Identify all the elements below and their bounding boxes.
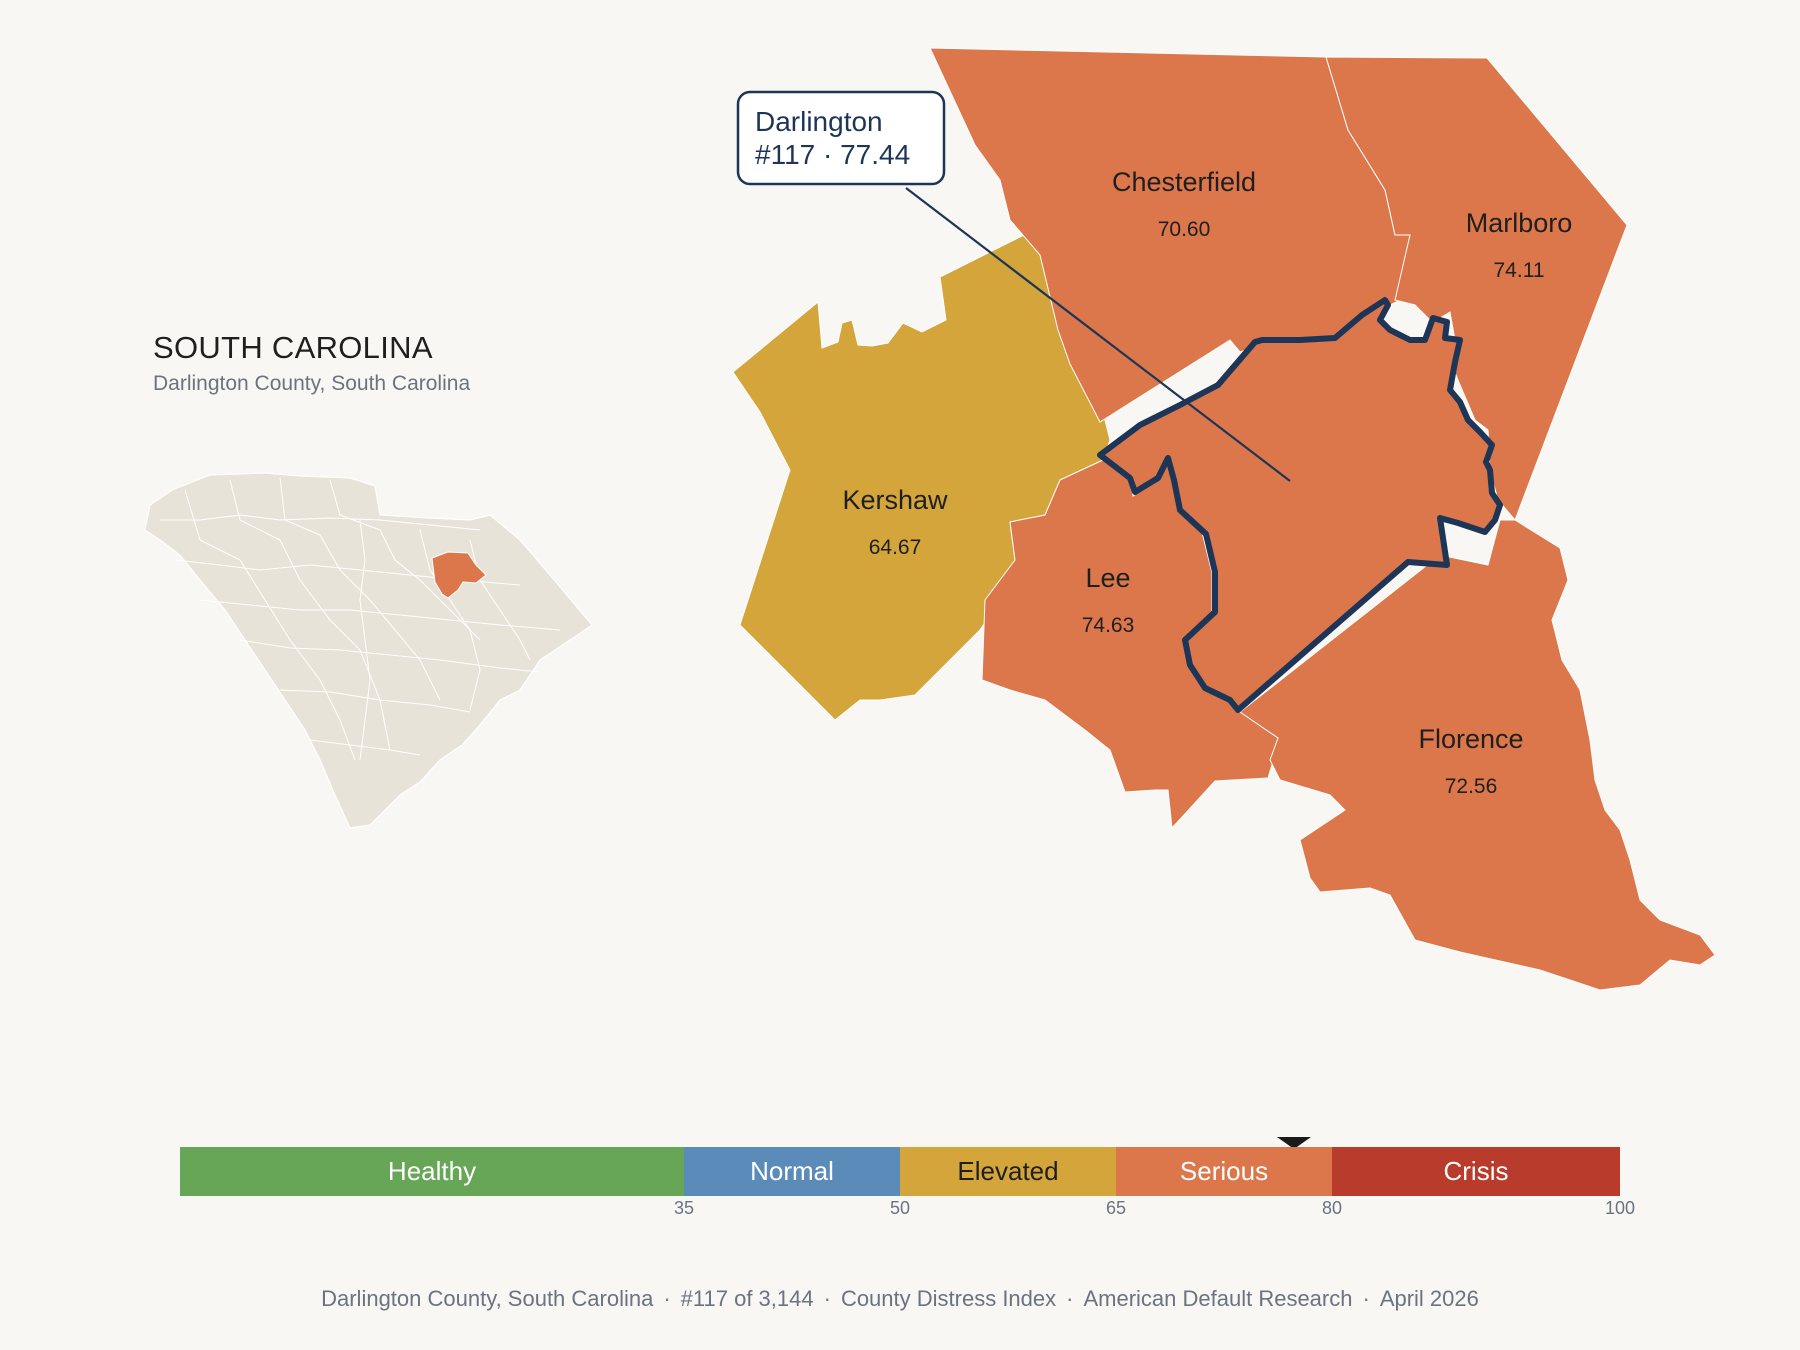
county-name-marlboro: Marlboro <box>1466 208 1573 238</box>
callout-leader-line <box>905 187 1291 482</box>
scale-segment-normal: Normal <box>684 1147 900 1196</box>
county-name-florence: Florence <box>1418 724 1523 754</box>
footer-date: April 2026 <box>1379 1286 1479 1311</box>
scale-segment-healthy: Healthy <box>180 1147 684 1196</box>
scale-tick-35: 35 <box>673 1198 695 1218</box>
county-score-chesterfield: 70.60 <box>1158 218 1211 241</box>
footer-source: American Default Research <box>1083 1286 1353 1311</box>
inset-darlington-highlight <box>431 551 487 599</box>
county-score-kershaw: 64.67 <box>869 536 922 559</box>
county-score-florence: 72.56 <box>1445 775 1498 798</box>
county-name-lee: Lee <box>1085 563 1130 593</box>
county-darlington-highlight[interactable] <box>1097 297 1503 713</box>
callout: Darlington #117 · 77.44 <box>736 90 1291 482</box>
footer-rank: #117 of 3,144 <box>680 1286 814 1311</box>
scale-segment-elevated: Elevated <box>900 1147 1116 1196</box>
callout-name: Darlington <box>755 106 883 137</box>
state-subtitle: Darlington County, South Carolina <box>153 372 471 395</box>
scale-tick-50: 50 <box>889 1198 911 1218</box>
footer-county: Darlington County, South Carolina <box>321 1286 654 1311</box>
distress-scale: Healthy Normal Elevated Serious Crisis <box>180 1147 1620 1196</box>
scale-tick-100: 100 <box>1604 1198 1636 1218</box>
county-detail-map <box>732 47 1716 991</box>
callout-box <box>736 90 946 186</box>
state-outline <box>144 472 593 829</box>
scale-segment-crisis: Crisis <box>1332 1147 1620 1196</box>
county-labels: Chesterfield 70.60 Marlboro 74.11 Kersha… <box>842 167 1572 798</box>
county-score-marlboro: 74.11 <box>1494 259 1545 282</box>
footer: Darlington County, South Carolina · #117 o… <box>321 1286 1479 1311</box>
county-name-chesterfield: Chesterfield <box>1112 167 1256 197</box>
county-score-lee: 74.63 <box>1082 614 1135 637</box>
inset-county-lines <box>160 477 561 761</box>
state-inset-map <box>144 472 593 829</box>
state-title: SOUTH CAROLINA <box>153 330 433 365</box>
scale-tick-80: 80 <box>1321 1198 1343 1218</box>
footer-index: County Distress Index <box>840 1286 1057 1311</box>
scale-segment-serious: Serious <box>1116 1147 1332 1196</box>
score-marker <box>1277 1137 1311 1149</box>
county-name-kershaw: Kershaw <box>842 485 948 515</box>
county-florence[interactable] <box>1239 519 1716 991</box>
callout-rank-score: #117 · 77.44 <box>755 139 910 170</box>
scale-tick-65: 65 <box>1105 1198 1127 1218</box>
